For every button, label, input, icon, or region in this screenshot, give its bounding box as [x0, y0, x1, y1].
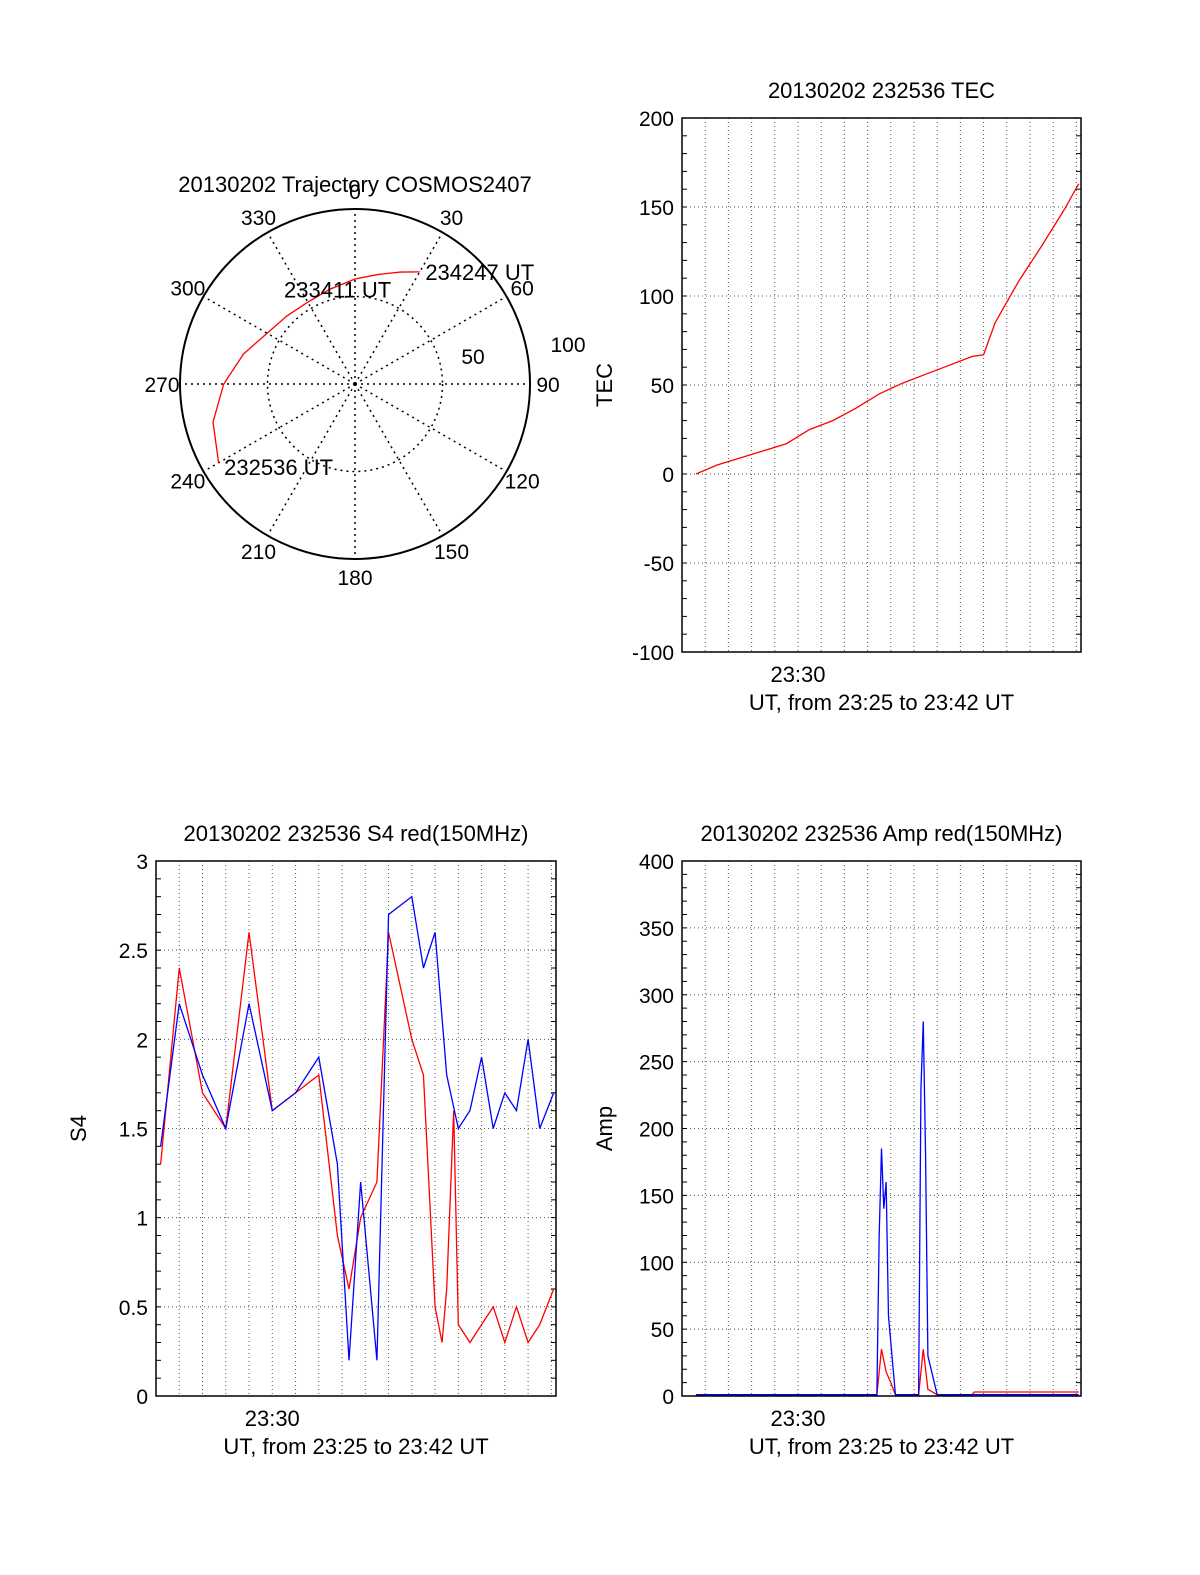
x-tick-label: 23:30	[770, 662, 825, 687]
y-tick-label: 2.5	[119, 940, 148, 963]
series-line-0	[695, 183, 1080, 475]
series-line-1	[695, 1021, 1079, 1396]
y-tick-label: 200	[639, 108, 674, 131]
azimuth-label: 330	[241, 207, 276, 230]
polar-spoke	[354, 383, 507, 473]
chart-title: 20130202 232536 TEC	[768, 78, 995, 103]
polar-spoke	[266, 232, 356, 385]
y-axis-label: Amp	[592, 1106, 617, 1151]
chart-title: 20130202 232536 S4 red(150MHz)	[184, 821, 529, 846]
y-tick-label: 300	[639, 985, 674, 1008]
y-tick-label: 150	[639, 1185, 674, 1208]
y-tick-label: 250	[639, 1052, 674, 1075]
x-tick-label: 23:30	[245, 1406, 300, 1431]
series-line-0	[695, 1349, 1079, 1396]
y-tick-label: 50	[651, 375, 674, 398]
x-axis-label: UT, from 23:25 to 23:42 UT	[223, 1434, 488, 1459]
trajectory-annotation: 234247 UT	[425, 260, 534, 285]
y-tick-label: -50	[644, 553, 674, 576]
series-line-1	[160, 895, 555, 1361]
y-tick-label: 2	[136, 1029, 148, 1052]
trajectory-line	[212, 271, 420, 463]
y-tick-label: 0.5	[119, 1297, 148, 1320]
azimuth-label: 60	[510, 278, 533, 301]
chart-title: 20130202 232536 Amp red(150MHz)	[700, 821, 1062, 846]
polar-spoke	[354, 383, 444, 536]
azimuth-label: 270	[144, 374, 179, 397]
polar-spoke	[266, 383, 356, 536]
y-tick-label: 400	[639, 851, 674, 874]
y-tick-label: 0	[662, 1386, 674, 1409]
trajectory-annotation: 232536 UT	[224, 455, 333, 480]
azimuth-label: 210	[241, 541, 276, 564]
radial-label: 100	[550, 334, 585, 357]
azimuth-label: 0	[349, 181, 361, 204]
y-tick-label: 150	[639, 197, 674, 220]
chart-title: 20130202 Trajectory COSMOS2407	[178, 172, 531, 197]
series-line-0	[160, 932, 555, 1345]
trajectory-annotation: 233411 UT	[284, 277, 391, 302]
y-tick-label: 3	[136, 851, 148, 874]
y-tick-label: 200	[639, 1119, 674, 1142]
y-tick-label: 0	[136, 1386, 148, 1409]
azimuth-label: 30	[440, 207, 463, 230]
y-axis-label: TEC	[592, 363, 617, 407]
x-axis-label: UT, from 23:25 to 23:42 UT	[749, 1434, 1014, 1459]
y-tick-label: 50	[651, 1319, 674, 1342]
azimuth-label: 120	[505, 471, 540, 494]
plot-frame	[155, 860, 557, 1397]
x-tick-label: 23:30	[770, 1406, 825, 1431]
y-tick-label: 0	[662, 464, 674, 487]
y-tick-label: 350	[639, 918, 674, 941]
polar-spoke	[354, 232, 444, 385]
azimuth-label: 240	[170, 471, 205, 494]
y-tick-label: 1.5	[119, 1119, 148, 1142]
polar-spoke	[203, 383, 356, 473]
y-tick-label: 100	[639, 286, 674, 309]
polar-grid-circle	[266, 295, 444, 473]
polar-spoke	[203, 295, 356, 385]
radial-label: 50	[461, 346, 484, 369]
plot-frame	[681, 860, 1082, 1397]
y-tick-label: 100	[639, 1252, 674, 1275]
azimuth-label: 300	[170, 278, 205, 301]
azimuth-label: 150	[434, 541, 469, 564]
azimuth-label: 90	[536, 374, 559, 397]
x-axis-label: UT, from 23:25 to 23:42 UT	[749, 690, 1014, 715]
polar-spoke	[354, 295, 507, 385]
y-tick-label: -100	[632, 642, 674, 665]
y-tick-label: 1	[136, 1208, 148, 1231]
y-axis-label: S4	[66, 1115, 91, 1142]
azimuth-label: 180	[337, 567, 372, 590]
plot-frame	[681, 117, 1082, 653]
